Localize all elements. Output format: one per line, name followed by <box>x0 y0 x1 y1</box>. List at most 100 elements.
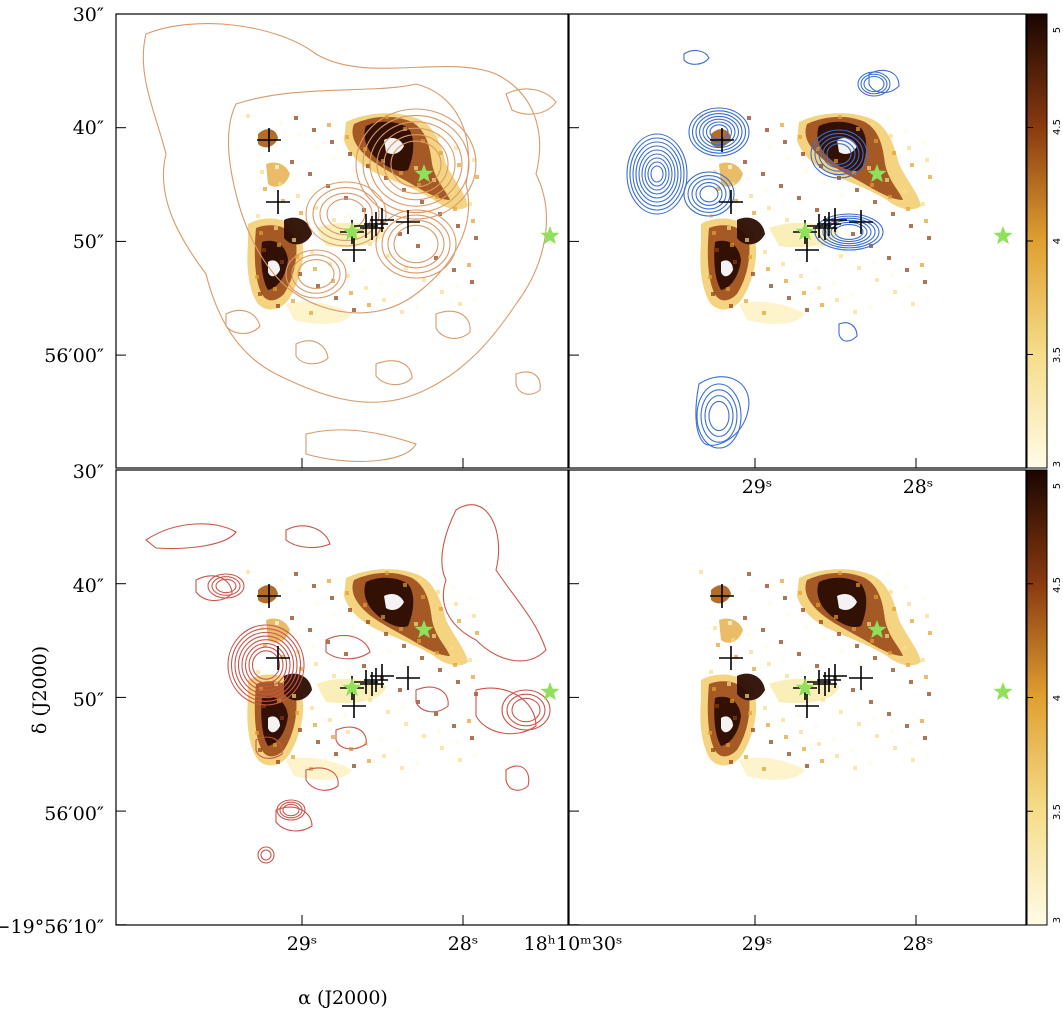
emission-pixel <box>263 187 267 191</box>
emission-pixel <box>867 166 871 170</box>
x-tick-29s-br: 29ˢ <box>742 933 773 955</box>
emission-pixel <box>369 181 373 185</box>
emission-pixel <box>387 193 391 197</box>
emission-pixel <box>822 637 826 641</box>
emission-pixel <box>888 195 892 199</box>
cross-marker-7 <box>823 208 847 232</box>
emission-pixel <box>381 615 385 619</box>
emission-pixel <box>397 749 401 753</box>
emission-pixel <box>801 152 805 156</box>
emission-pixel <box>708 731 712 735</box>
emission-pixel <box>327 579 331 583</box>
emission-pixel <box>872 261 876 265</box>
cross-marker-1 <box>719 646 743 670</box>
emission-pixel <box>911 758 915 762</box>
emission-pixel <box>887 712 891 716</box>
emission-pixel <box>351 625 355 629</box>
cb-bot-5: 5 <box>1052 483 1063 489</box>
emission-pixel <box>926 753 930 757</box>
emission-pixel <box>438 212 442 216</box>
y-axis-label: δ (J2000) <box>29 646 51 734</box>
emission-pixel <box>818 681 822 685</box>
contour-ring-16 <box>297 259 335 289</box>
contour-ring-35 <box>696 383 742 449</box>
emission-pixel <box>714 309 718 313</box>
emission-pixel <box>743 616 747 620</box>
emission-pixel <box>887 256 891 260</box>
contour-6 <box>475 687 537 735</box>
emission-pixel <box>475 631 479 635</box>
contour-ring-14 <box>647 161 667 187</box>
emission-pixel <box>781 262 785 266</box>
y-tick-30-bottom: 30″ <box>73 461 104 483</box>
emission-pixel <box>387 649 391 653</box>
emission-pixel <box>258 748 262 752</box>
emission-pixel <box>294 572 298 576</box>
emission-pixel <box>750 133 754 137</box>
emission-pixel <box>280 260 284 264</box>
emission-pixel <box>401 705 405 709</box>
emission-pixel <box>334 752 338 756</box>
contour-ring-4 <box>702 118 736 146</box>
emission-pixel <box>344 196 348 200</box>
emission-pixel <box>401 249 405 253</box>
emission-pixel <box>310 250 314 254</box>
emission-pixel <box>769 740 773 744</box>
emission-pixel <box>349 291 353 295</box>
emission-pixel <box>851 688 855 692</box>
emission-pixel <box>822 181 826 185</box>
emission-pixel <box>855 644 859 648</box>
emission-pixel <box>436 590 440 594</box>
cross-marker-7 <box>370 664 394 688</box>
emission-pixel <box>709 670 713 674</box>
emission-pixel <box>351 169 355 173</box>
contour-1 <box>285 525 331 549</box>
emission-pixel <box>874 139 878 143</box>
cross-marker-0 <box>257 128 281 152</box>
emission-pixel <box>712 687 716 691</box>
contour-4 <box>295 340 329 365</box>
emission-pixel <box>873 200 877 204</box>
colorbar-ticks <box>1027 13 1033 926</box>
emission-pixel <box>437 729 441 733</box>
emission-pixel <box>764 645 768 649</box>
emission-pixel <box>922 141 926 145</box>
emission-pixel <box>923 280 927 284</box>
emission-pixel <box>327 123 331 127</box>
x-tick-28s-br: 28ˢ <box>903 933 934 955</box>
emission-pixel <box>711 748 715 752</box>
emission-pixel <box>329 657 333 661</box>
emission-pixel <box>258 292 262 296</box>
cross-marker-4 <box>807 670 831 694</box>
panel-top-right <box>626 49 1013 449</box>
emission-pixel <box>729 304 733 308</box>
panel-content <box>145 504 560 864</box>
emission-pixel <box>727 226 731 230</box>
emission-pixel <box>383 693 387 697</box>
emission-pixel <box>875 734 879 738</box>
x-tick-29s-tr: 29ˢ <box>742 476 773 498</box>
contour-ring-11 <box>276 799 306 821</box>
emission-pixel <box>744 299 748 303</box>
cross-marker-6 <box>364 668 388 692</box>
emission-pixel <box>785 674 789 678</box>
emission-pixel <box>261 765 265 769</box>
emission-pixel <box>332 674 336 678</box>
emission-pixel <box>263 643 267 647</box>
emission-pixel <box>798 591 802 595</box>
emission-pixel <box>832 737 836 741</box>
cross-marker-8 <box>396 210 420 234</box>
contour-ring-14 <box>285 249 347 299</box>
contour-ring-1 <box>230 628 302 702</box>
emission-pixel <box>290 160 294 164</box>
emission-pixel <box>728 165 732 169</box>
emission-pixel <box>888 651 892 655</box>
emission-pixel <box>299 211 303 215</box>
emission-pixel <box>345 591 349 595</box>
emission-pixel <box>379 737 383 741</box>
emission-pixel <box>769 284 773 288</box>
emission-pixel <box>440 290 444 294</box>
emission-pixel <box>713 170 717 174</box>
contour-ring-9 <box>632 141 682 207</box>
emission-pixel <box>439 607 443 611</box>
